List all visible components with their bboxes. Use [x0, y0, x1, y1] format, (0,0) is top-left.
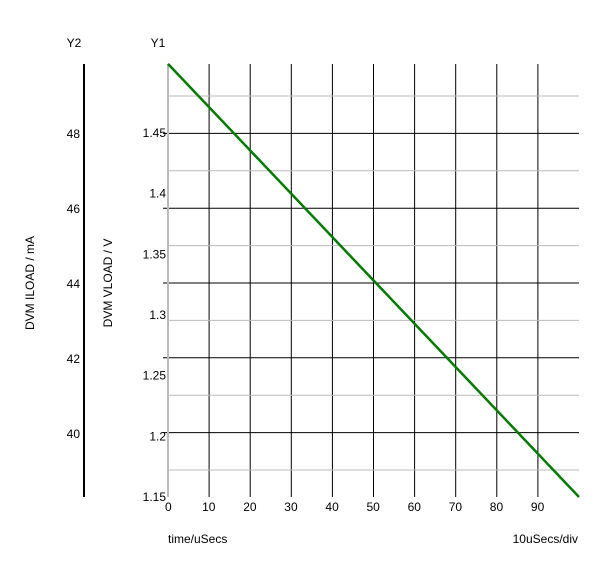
y2-tick-label: 42 — [67, 352, 81, 366]
y1-tick-label: 1.25 — [143, 369, 167, 383]
y2-title: Y2 — [67, 36, 82, 50]
x-tick-label: 90 — [531, 500, 545, 514]
y1-tick-label: 1.4 — [149, 187, 166, 201]
y1-tick-label: 1.3 — [149, 308, 166, 322]
y1-axis-label: DVM VLOAD / V — [101, 239, 115, 328]
x-tick-label: 70 — [449, 500, 463, 514]
x-tick-label: 20 — [243, 500, 257, 514]
y2-tick-label: 46 — [67, 202, 81, 216]
x-tick-label: 10 — [202, 500, 216, 514]
y1-tick-label: 1.35 — [143, 247, 167, 261]
y2-tick-label: 44 — [67, 277, 81, 291]
x-tick-label: 30 — [284, 500, 298, 514]
y1-tick-label: 1.2 — [149, 429, 166, 443]
x-axis-label: time/uSecs — [168, 532, 227, 546]
y1-tick-label: 1.15 — [143, 490, 167, 504]
x-tick-label: 40 — [325, 500, 339, 514]
x-tick-label: 60 — [408, 500, 422, 514]
y2-tick-label: 48 — [67, 127, 81, 141]
y1-tick-label: 1.45 — [143, 126, 167, 140]
y2-axis-label: DVM ILOAD / mA — [23, 236, 37, 330]
x-tick-label: 50 — [367, 500, 381, 514]
series-line — [167, 62, 580, 498]
x-tick-label: 80 — [490, 500, 504, 514]
y2-tick-label: 40 — [67, 427, 81, 441]
x-scale-note: 10uSecs/div — [513, 532, 578, 546]
x-tick-label: 0 — [165, 500, 172, 514]
y1-title: Y1 — [151, 36, 166, 50]
